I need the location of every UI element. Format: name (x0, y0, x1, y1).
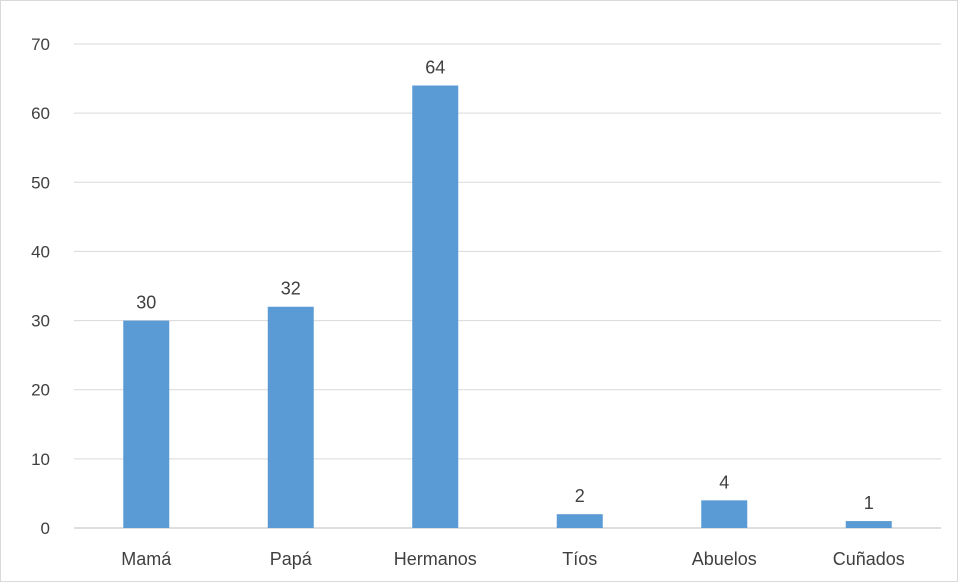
x-category-label: Cuñados (833, 549, 905, 569)
y-tick-label: 70 (31, 35, 50, 54)
data-label: 1 (864, 493, 874, 513)
x-category-label: Hermanos (394, 549, 477, 569)
bar-3 (556, 514, 603, 528)
bars (123, 85, 892, 528)
bar-2 (412, 85, 459, 528)
data-label: 64 (425, 57, 445, 77)
data-label: 32 (281, 279, 301, 299)
bar-1 (267, 306, 314, 528)
data-label: 2 (575, 486, 585, 506)
data-labels: 30 32 64 2 4 1 (136, 57, 874, 513)
x-category-label: Mamá (121, 549, 172, 569)
y-tick-label: 60 (31, 104, 50, 123)
x-category-label: Tíos (562, 549, 597, 569)
bar-0 (123, 320, 170, 528)
data-label: 30 (136, 293, 156, 313)
y-tick-label: 40 (31, 242, 50, 261)
data-label: 4 (719, 472, 729, 492)
y-tick-label: 30 (31, 312, 50, 331)
x-axis-category-labels: Mamá Papá Hermanos Tíos Abuelos Cuñados (121, 549, 905, 569)
x-category-label: Papá (270, 549, 313, 569)
bar-5 (845, 521, 892, 528)
bar-4 (701, 500, 748, 528)
y-tick-label: 20 (31, 381, 50, 400)
gridlines (74, 43, 941, 529)
x-category-label: Abuelos (692, 549, 757, 569)
y-tick-label: 0 (41, 519, 50, 538)
y-tick-label: 50 (31, 173, 50, 192)
y-axis-tick-labels: 0 10 20 30 40 50 60 70 (31, 35, 50, 538)
y-tick-label: 10 (31, 450, 50, 469)
